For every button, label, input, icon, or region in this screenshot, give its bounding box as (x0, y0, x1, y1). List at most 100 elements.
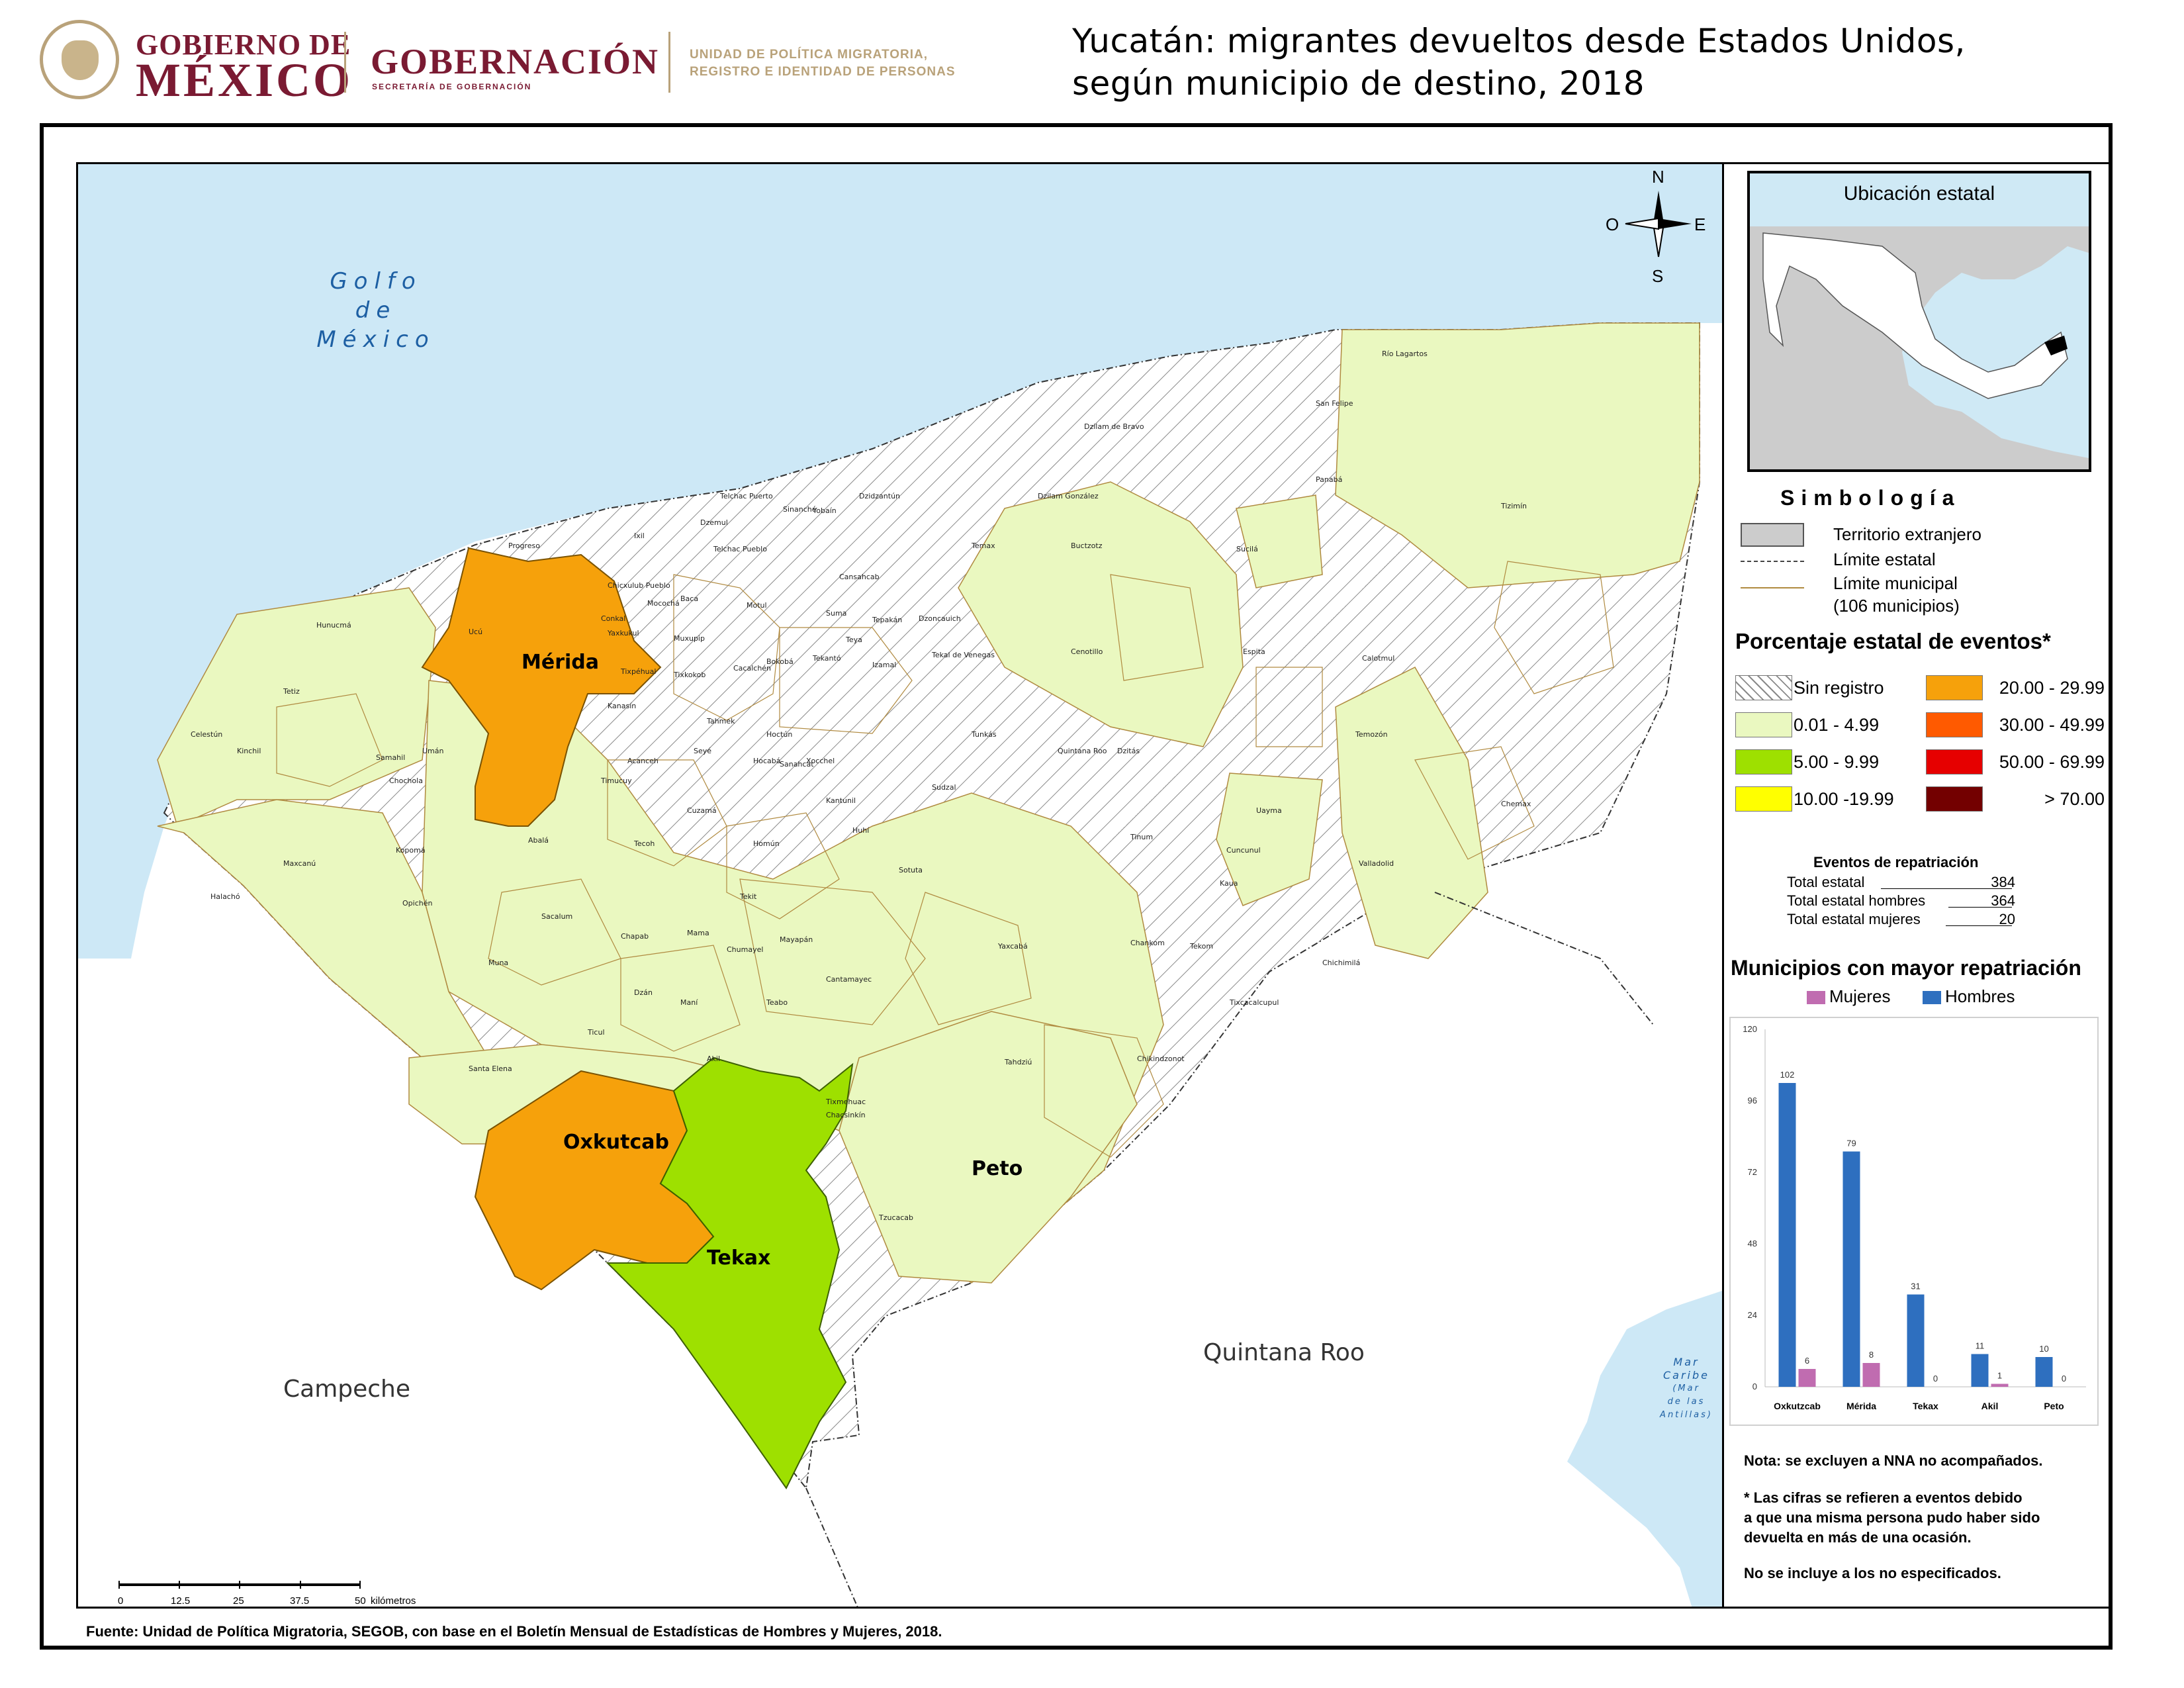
municipality-label: Chumayel (727, 945, 764, 954)
state-boundary-east (1434, 892, 1654, 1025)
unidad-label: UNIDAD DE POLÍTICA MIGRATORIA, REGISTRO … (690, 48, 956, 79)
label-oxkutcab: Oxkutcab (563, 1131, 670, 1154)
title-line-1: Yucatán: migrantes devueltos desde Estad… (1072, 22, 1966, 60)
municipality-label: Opichén (402, 899, 433, 908)
legend-class-label: 20.00 - 29.99 (1999, 678, 2105, 698)
scale-tick: 37.5 (290, 1595, 310, 1607)
municipality-label: Dzilam de Bravo (1084, 422, 1144, 431)
x-tick-label: Peto (2044, 1401, 2064, 1411)
municipality-label: Suma (826, 609, 847, 618)
municipality-label: Tunkás (972, 730, 997, 739)
compass-o: O (1606, 214, 1619, 234)
data-label-mujeres: 8 (1869, 1350, 1874, 1360)
x-tick-label: Tekax (1913, 1401, 1938, 1411)
municipality-label: Tixkokob (674, 671, 706, 679)
note-eventos-1: * Las cifras se refieren a eventos debid… (1744, 1489, 2023, 1506)
municipality-label: Dzemul (700, 518, 728, 527)
scale-tick: 50 (355, 1595, 366, 1607)
municipality-label: Sacalum (541, 912, 573, 921)
legend-foreign-swatch (1741, 523, 1804, 547)
municipality-label: Sinanché (783, 505, 817, 514)
y-tick-label: 24 (1748, 1310, 1757, 1320)
mun-valladolid (1335, 667, 1488, 959)
repatriation-row-label: Total estatal hombres (1787, 892, 1926, 909)
legend-municipal-label: Límite municipal (1833, 573, 1958, 593)
municipality-label: Valladolid (1359, 859, 1394, 868)
municipality-label: Tecoh (634, 839, 655, 848)
municipality-label: Motul (747, 601, 767, 610)
page-title: Yucatán: migrantes devueltos desde Estad… (1072, 20, 1966, 105)
municipality-label: Cuncunul (1226, 846, 1261, 855)
legend-class-swatch (1926, 786, 1983, 812)
label-peto: Peto (972, 1157, 1023, 1180)
municipality-label: Tizimín (1501, 502, 1527, 510)
mun-hunucma-celestun (157, 587, 436, 827)
municipality-label: Chichimilá (1322, 959, 1361, 967)
municipality-label: Chicxulub Pueblo (608, 581, 670, 590)
municipality-label: Tzucacab (879, 1213, 914, 1222)
caribe-sub-line: de las (1667, 1397, 1706, 1407)
legend-swatch (1923, 991, 1941, 1005)
gobierno-logo-line1: GOBIERNO DE (136, 28, 351, 61)
municipality-label: Celestún (191, 730, 223, 739)
repatriation-row-value: 384 (1991, 874, 2015, 890)
scale-tick: 25 (233, 1595, 244, 1607)
y-tick-label: 96 (1748, 1096, 1757, 1105)
title-line-2: según municipio de destino, 2018 (1072, 64, 1645, 103)
municipality-label: Dzidzantún (859, 492, 901, 500)
note-eventos-3: devuelta en más de una ocasión. (1744, 1529, 1972, 1546)
municipality-label: Kinchil (237, 747, 261, 755)
municipality-label: Kantunil (826, 796, 856, 805)
municipality-label: Espita (1243, 647, 1265, 656)
bar-hombres (1971, 1354, 1989, 1387)
municipality-label: Dzoncauich (919, 614, 961, 623)
compass-icon (1625, 191, 1692, 258)
legend-class-label: > 70.00 (2044, 789, 2105, 809)
municipality-label: Muxupip (674, 634, 705, 643)
municipality-label: Maxcanú (283, 859, 316, 868)
municipality-label: Yobaín (813, 506, 837, 515)
repatriation-row-label: Total estatal mujeres (1787, 911, 1921, 927)
municipality-label: Buctzotz (1071, 541, 1103, 550)
legend-class-swatch (1735, 675, 1792, 700)
legend-foreign-label: Territorio extranjero (1833, 524, 1981, 544)
municipality-label: Chochola (389, 776, 423, 785)
municipality-label: Mama (687, 929, 709, 937)
municipality-label: Cantamayec (826, 975, 872, 984)
municipality-label: Xocchel (806, 757, 835, 765)
legend-class-label: 50.00 - 69.99 (1999, 752, 2105, 772)
bar-mujeres (1862, 1363, 1880, 1387)
gulf-label-line: Golfo (330, 268, 422, 295)
legend-label: Hombres (1945, 986, 2015, 1006)
municipality-label: Yaxcabá (998, 942, 1028, 951)
municipality-label: Cacalchén (733, 664, 772, 673)
data-label-hombres: 10 (2039, 1344, 2048, 1354)
caribe-label-line: Mar (1673, 1356, 1700, 1368)
bar-mujeres (1798, 1369, 1816, 1387)
municipality-label: Yaxkukul (608, 629, 639, 637)
municipality-label: Sanahcat (780, 760, 814, 769)
mun-tizimin (1335, 322, 1700, 588)
municipality-label: Tixmehuac (826, 1098, 866, 1106)
municipality-label: Homún (753, 839, 780, 848)
municipality-label: Muna (488, 959, 509, 967)
campeche-label: Campeche (283, 1376, 411, 1403)
legend-class-label: 0.01 - 4.99 (1794, 715, 1880, 735)
municipality-label: Hunucmá (316, 621, 351, 630)
bar-hombres (1778, 1083, 1796, 1387)
gobierno-logo-line2: MÉXICO (136, 54, 353, 107)
source-note: Fuente: Unidad de Política Migratoria, S… (86, 1623, 942, 1640)
municipality-label: Progreso (508, 541, 540, 550)
legend-municipal-count: (106 municipios) (1833, 596, 1960, 616)
legend-state-line (1741, 561, 1804, 562)
data-label-mujeres: 0 (1933, 1374, 1938, 1383)
compass-n: N (1652, 167, 1664, 187)
header-divider (668, 32, 670, 93)
municipality-label: Chemax (1501, 800, 1531, 808)
municipality-label: Umán (422, 747, 444, 755)
gulf-label-line: México (316, 326, 435, 353)
state-boundary-south (805, 1487, 858, 1607)
location-inset-map: Ubicación estatal (1747, 171, 2091, 472)
caribbean-water (1567, 1291, 1722, 1607)
municipality-label: Bokobá (766, 657, 794, 666)
